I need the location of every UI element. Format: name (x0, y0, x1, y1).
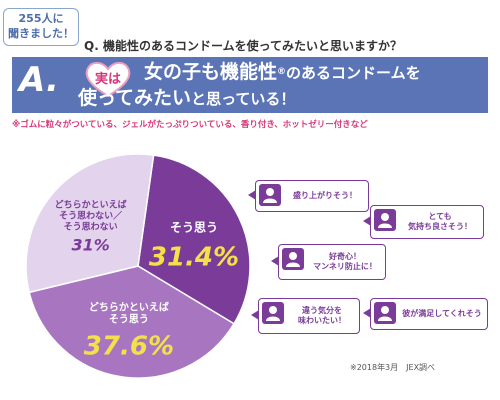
comment-text-line: とても (428, 212, 452, 221)
comment-bubble: とても 気持ち良さそう！ (363, 205, 484, 239)
pie-chart: そう思う31.4%どちらかといえばそう思う37.6%どちらかといえばそう思わない… (25, 153, 251, 379)
pie-slice (25, 153, 155, 294)
answer-letter: A. (19, 60, 59, 100)
slice-value-label: 37.6% (84, 331, 174, 361)
banner-headline-part-2: のあるコンドームを (286, 64, 421, 82)
person-icon (282, 248, 304, 270)
banner-headline-part-3: 使ってみたい (78, 87, 192, 109)
question-text: Q. 機能性のあるコンドームを使ってみたいと思いますか？ (84, 39, 402, 53)
badge-line-1: 255人に (18, 12, 64, 25)
banner-headline-line-1: 女の子も機能性®のあるコンドームを (144, 60, 421, 85)
slice-name-label: どちらかといえば (55, 199, 127, 211)
person-icon (259, 184, 281, 206)
banner-headline-line-2: 使ってみたいと思っている！ (78, 86, 295, 111)
banner-headline-part-4: と思っている！ (191, 90, 296, 108)
slice-value-label: 31% (71, 236, 109, 255)
registered-mark: ® (277, 67, 287, 77)
slice-name-label: そう思わない／ (59, 211, 122, 222)
badge-line-2: 聞きました！ (8, 27, 74, 40)
comment-bubble: 違う気分を 味わいたい！ (251, 298, 360, 334)
slice-name-label: そう思う (170, 220, 218, 234)
person-icon (374, 209, 396, 231)
slice-name-label: そう思わない (64, 222, 118, 233)
comment-text-line: 彼が満足してくれそう (402, 309, 482, 318)
pie-slice (28, 265, 235, 379)
comment-text-line: 好奇心！ (329, 252, 361, 261)
pie-slice (137, 154, 251, 325)
comment-bubble: 彼が満足してくれそう (363, 298, 488, 330)
heart-label: 実は (94, 72, 121, 87)
person-icon (262, 302, 284, 324)
comment-text-line: 違う気分を (302, 306, 342, 315)
banner-headline-part-1: 女の子も機能性 (144, 61, 278, 83)
person-icon (374, 302, 396, 324)
comment-text-line: 盛り上がりそう！ (293, 191, 357, 200)
examples-note: ※ゴムに粒々がついている、ジェルがたっぷりついている、香り付き、ホットゼリー付き… (12, 120, 368, 130)
comment-bubble: 好奇心！ マンネリ防止に！ (271, 244, 386, 280)
comment-text-line: 気持ち良さそう！ (408, 222, 472, 231)
heart-icon (82, 59, 134, 99)
slice-name-label: そう思う (109, 313, 149, 325)
respondent-count-badge: 255人に 聞きました！ (3, 8, 79, 46)
slice-name-label: どちらかといえば (89, 300, 169, 313)
comment-bubble: 盛り上がりそう！ (248, 180, 369, 212)
source-note: ※2018年3月 JEX調べ (350, 363, 436, 372)
comment-text-line: マンネリ防止に！ (313, 262, 377, 271)
slice-value-label: 31.4% (149, 242, 239, 272)
comment-text-line: 味わいたい！ (298, 316, 346, 325)
